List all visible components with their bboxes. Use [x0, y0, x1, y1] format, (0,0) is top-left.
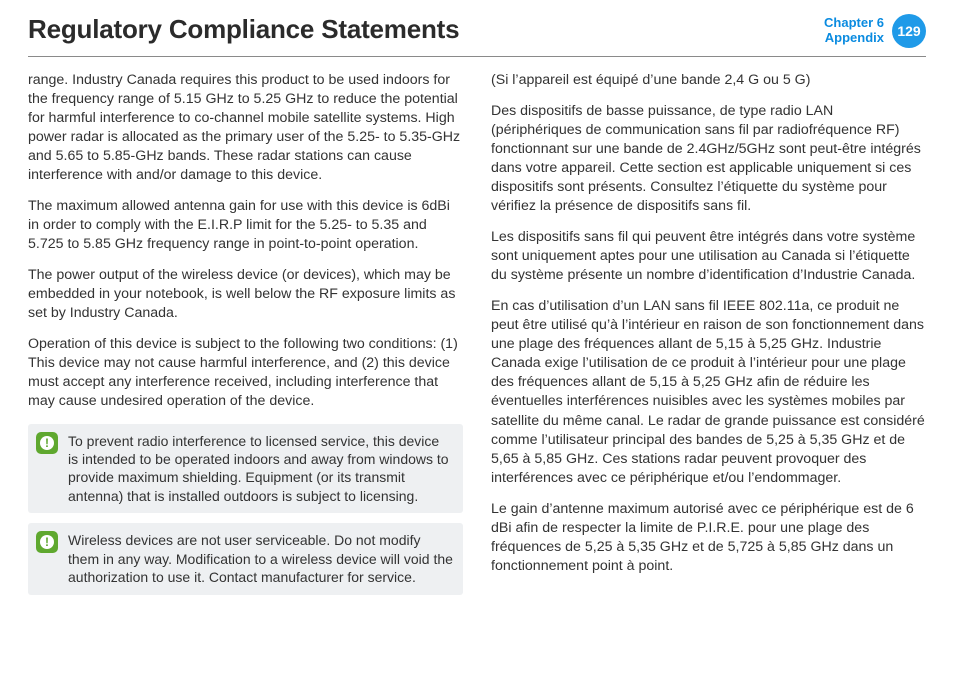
left-column: range. Industry Canada requires this pro…: [28, 71, 463, 605]
caution-icon: !: [36, 531, 58, 553]
chapter-line-2: Appendix: [824, 31, 884, 46]
page: Regulatory Compliance Statements Chapter…: [0, 0, 954, 677]
page-number: 129: [897, 23, 920, 39]
notice-text: Wireless devices are not user serviceabl…: [68, 532, 453, 585]
body-paragraph: Le gain d’antenne maximum autorisé avec …: [491, 500, 926, 576]
notice-text: To prevent radio interference to license…: [68, 433, 449, 504]
body-paragraph: The maximum allowed antenna gain for use…: [28, 197, 463, 254]
body-paragraph: Operation of this device is subject to t…: [28, 335, 463, 411]
body-paragraph: Les dispositifs sans fil qui peuvent êtr…: [491, 228, 926, 285]
chapter-label: Chapter 6 Appendix: [824, 16, 884, 46]
body-paragraph: Des dispositifs de basse puissance, de t…: [491, 102, 926, 216]
content-columns: range. Industry Canada requires this pro…: [28, 71, 926, 605]
body-paragraph: (Si l’appareil est équipé d’une bande 2,…: [491, 71, 926, 90]
page-header: Regulatory Compliance Statements Chapter…: [28, 14, 926, 57]
body-paragraph: range. Industry Canada requires this pro…: [28, 71, 463, 185]
right-column: (Si l’appareil est équipé d’une bande 2,…: [491, 71, 926, 605]
caution-icon: !: [36, 432, 58, 454]
page-title: Regulatory Compliance Statements: [28, 14, 824, 45]
chapter-line-1: Chapter 6: [824, 16, 884, 31]
notice-box: ! Wireless devices are not user servicea…: [28, 523, 463, 594]
exclamation-icon: !: [40, 535, 54, 549]
body-paragraph: En cas d’utilisation d’un LAN sans fil I…: [491, 297, 926, 487]
page-number-badge: 129: [892, 14, 926, 48]
notice-box: ! To prevent radio interference to licen…: [28, 424, 463, 514]
exclamation-icon: !: [40, 436, 54, 450]
body-paragraph: The power output of the wireless device …: [28, 266, 463, 323]
